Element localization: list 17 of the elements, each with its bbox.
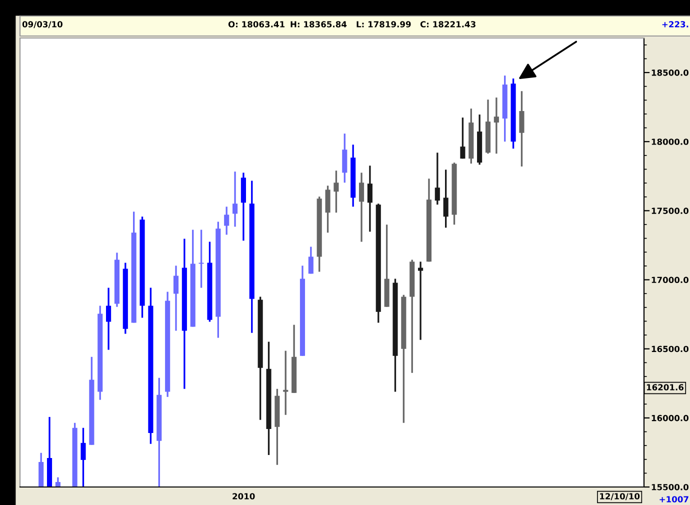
text: 2010 (232, 493, 255, 500)
y-tick-label: 16500.0 (652, 346, 688, 352)
text: C: 18221.43 (420, 21, 476, 28)
text: O: 18063.41 (228, 21, 284, 28)
text: 16201.6 (646, 384, 684, 390)
y-tick-label: 17500.0 (652, 208, 688, 214)
text: 12/10/10 (600, 493, 640, 500)
text: H: 18365.84 (290, 21, 347, 28)
text: 09/03/10 (22, 21, 62, 28)
y-tick-label: 18500.0 (652, 70, 688, 76)
text: L: 17819.99 (356, 21, 411, 28)
y-tick-label: 18000.0 (652, 138, 688, 145)
text: +1007 (660, 496, 688, 502)
y-tick-label: 15500.0 (652, 484, 688, 490)
y-tick-label: 16000.0 (652, 414, 688, 422)
y-tick-label: 17000.0 (652, 276, 688, 284)
text: +223. (662, 21, 688, 28)
